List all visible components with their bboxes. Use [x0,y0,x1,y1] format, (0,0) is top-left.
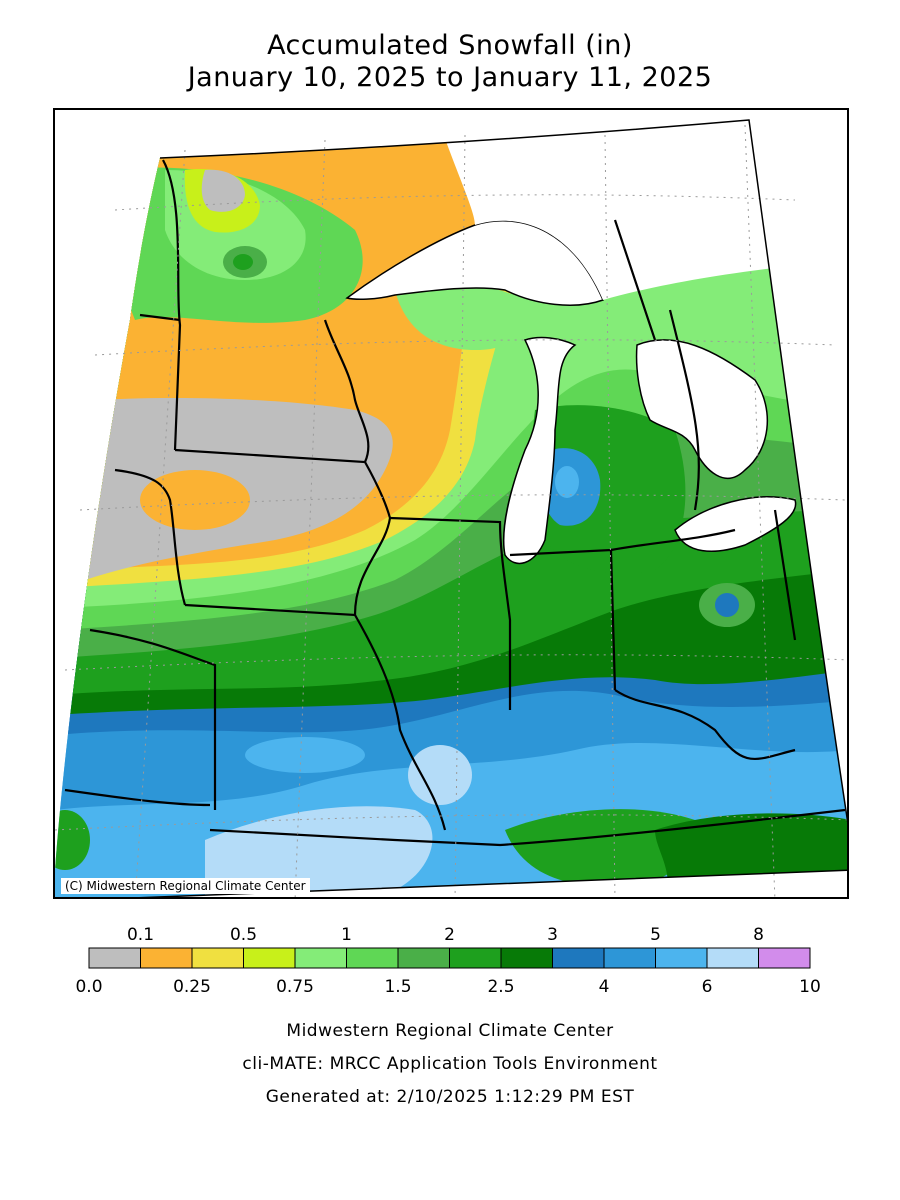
legend-upper-label: 0.1 [127,925,154,945]
ks-border [64,788,211,807]
legend-upper-label: 3 [547,925,558,945]
oh-blue-spot [715,593,739,617]
graticule-lon-2 [294,139,326,897]
legend-lower-labels: 0.0 0.25 0.75 1.5 2.5 4 6 10 [75,977,820,997]
legend-swatch-9 [552,947,605,969]
graticule-lat-3 [79,494,846,511]
legend-upper-label: 1 [341,925,352,945]
oh-mi-border [610,528,736,552]
graticule-lat-2 [94,339,836,356]
great-lakes [345,220,797,565]
legend-swatch-1 [140,947,193,969]
legend-swatch-2 [191,947,244,969]
legend-swatch-7 [449,947,502,969]
mn-dark-green-spot [233,254,253,270]
mn-ia-border [174,448,392,519]
legend-swatch-3 [243,947,296,969]
legend-upper-label: 0.5 [230,925,257,945]
legend-swatch-6 [397,947,450,969]
legend-lower-label: 0.25 [173,977,211,997]
legend-swatch-11 [655,947,708,969]
legend-swatch-5 [346,947,399,969]
mn-gray-spot [201,169,245,212]
graticule-lon-3 [454,134,466,897]
region-outline [138,119,847,897]
legend-lower-label: 1.5 [384,977,411,997]
legend-swatch-0 [88,947,141,969]
map-canvas [55,110,847,897]
ne-ks-border [89,628,217,810]
graticule [55,124,847,897]
mississippi-river [354,614,447,831]
wi-north-green [395,283,528,350]
map-title: Accumulated Snowfall (in) [267,30,633,61]
legend-upper-label: 2 [444,925,455,945]
legend-upper-label: 5 [650,925,661,945]
mn-nd-border [162,159,182,451]
mi-green [532,405,686,574]
footer-organization: Midwestern Regional Climate Center [286,1021,614,1041]
legend-lower-label: 10 [799,977,821,997]
legend-lower-label: 2.5 [487,977,514,997]
ky-green [505,809,697,887]
sw-lightblue [205,806,433,897]
legend-lower-label: 4 [599,977,610,997]
legend-swatch-8 [500,947,553,969]
mi-light-blue-spot [555,466,579,498]
lake-superior [345,220,605,306]
map-date-range: January 10, 2025 to January 11, 2025 [187,62,713,93]
lake-erie [674,496,797,552]
wi-il-border [389,516,512,710]
map-copyright: (C) Midwestern Regional Climate Center [61,878,310,894]
graticule-lon-4 [604,134,616,897]
mi-up-border [613,219,657,341]
legend-swatches [88,947,811,969]
oh-river [614,689,796,761]
il-lightblue-spot [408,745,472,805]
sd-ne-border [114,468,187,606]
mi-huron-shore [668,309,700,511]
ky-dark-green [655,813,847,897]
legend-swatch-12 [706,947,759,969]
mo-lightblue-patch [245,737,365,773]
legend-upper-labels: 0.1 0.5 1 2 3 5 8 [127,925,764,945]
ia-orange-blob [140,470,250,530]
legend-lower-label: 0.0 [75,977,102,997]
tn-ky-border [209,808,846,847]
legend-swatch-10 [603,947,656,969]
legend-lower-label: 6 [702,977,713,997]
lake-huron [635,339,768,479]
legend-upper-label: 8 [753,925,764,945]
snowfall-map: (C) Midwestern Regional Climate Center [53,108,849,899]
footer-tool-name: cli-MATE: MRCC Application Tools Environ… [242,1054,658,1074]
sw-green-edge [55,810,90,870]
pa-oh-border [773,509,797,641]
legend-swatch-13 [758,947,811,969]
graticule-lat-5 [55,814,847,831]
ia-mo-border [184,517,392,617]
lake-michigan [502,336,577,565]
canada-land [435,110,847,300]
legend-swatch-4 [294,947,347,969]
footer-generated-at: Generated at: 2/10/2025 1:12:29 PM EST [265,1087,635,1107]
legend-lower-label: 0.75 [276,977,314,997]
color-legend: 0.1 0.5 1 2 3 5 8 0.0 0.25 0.75 1.5 2.5 4 6 10 [75,925,820,997]
